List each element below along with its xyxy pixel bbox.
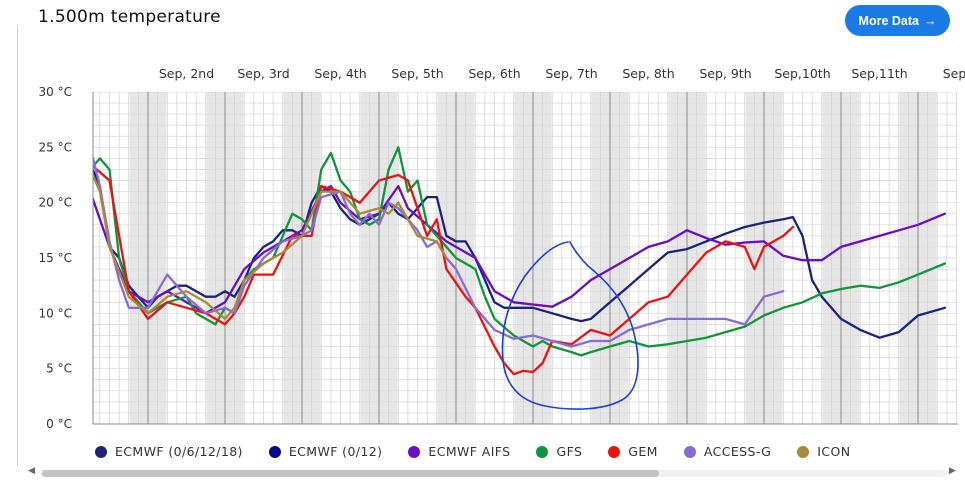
legend-label-access-g: ACCESS-G [703, 444, 772, 459]
x-day-label: Sep, 4th [314, 66, 366, 81]
x-day-label: Sep, 2nd [159, 66, 214, 81]
legend-dot-ecmwf-0-12 [268, 445, 281, 458]
plot-area [93, 92, 958, 424]
legend-label-gfs: GFS [556, 444, 583, 459]
legend-label-icon: ICON [817, 444, 851, 459]
legend-item-ecmwf-0-6-12-18[interactable]: ECMWF (0/6/12/18) [95, 444, 243, 459]
legend-label-ecmwf-0-6-12-18: ECMWF (0/6/12/18) [115, 444, 243, 459]
y-tick-label: 15 °C [39, 251, 72, 265]
y-tick-label: 25 °C [39, 140, 72, 154]
x-day-label: Sep, 8th [622, 66, 674, 81]
more-data-label: More Data [858, 13, 919, 28]
legend-dot-ecmwf-0-6-12-18 [95, 445, 107, 458]
y-tick-label: 10 °C [39, 306, 72, 320]
series-line [93, 172, 448, 321]
x-day-label: Sep, 9th [699, 66, 751, 81]
legend-dot-icon [797, 445, 810, 458]
series-line [93, 184, 947, 315]
legend-item-icon[interactable]: ICON [797, 444, 850, 459]
scroll-left-arrow-icon[interactable]: ◀ [28, 466, 35, 476]
temperature-chart: 0 °C 5 °C 10 °C 15 °C 20 °C 25 °C 30 °C Sep, 2n… [39, 66, 965, 431]
legend-item-access-g[interactable]: ACCESS-G [683, 444, 772, 459]
legend-dot-gfs [536, 445, 549, 458]
scrollbar-thumb[interactable] [42, 470, 659, 477]
y-tick-label: 5 °C [46, 362, 72, 376]
legend-label-ecmwf-0-12: ECMWF (0/12) [288, 444, 383, 459]
left-divider [17, 26, 18, 466]
legend-item-gem[interactable]: GEM [608, 444, 658, 459]
series-line [93, 146, 947, 357]
scroll-right-arrow-icon[interactable]: ▶ [949, 466, 956, 476]
hand-drawn-circle [501, 241, 639, 410]
x-day-label: Sep, 6th [468, 66, 520, 81]
legend-item-gfs[interactable]: GFS [536, 444, 582, 459]
y-tick-label: 30 °C [39, 85, 72, 99]
x-day-label: Sep, 5th [391, 66, 443, 81]
y-tick-label: 0 °C [46, 417, 72, 431]
x-day-label: Sep, 3rd [237, 66, 289, 81]
legend-dot-ecmwf-aifs [408, 445, 421, 458]
more-data-button[interactable]: More Data → [845, 5, 950, 36]
legend-item-ecmwf-0-12[interactable]: ECMWF (0/12) [268, 444, 383, 459]
horizontal-scrollbar[interactable]: ◀ ▶ [28, 466, 958, 480]
series-line [93, 153, 785, 348]
legend-dot-gem [608, 445, 621, 458]
x-day-label: Sep,10th [774, 66, 830, 81]
x-day-label: Sep,11th [851, 66, 907, 81]
arrow-right-icon: → [923, 13, 937, 28]
legend: ECMWF (0/6/12/18) ECMWF (0/12) ECMWF AIF… [95, 444, 877, 459]
series-line [93, 164, 795, 376]
legend-item-ecmwf-aifs[interactable]: ECMWF AIFS [408, 444, 510, 459]
legend-label-gem: GEM [628, 444, 658, 459]
legend-dot-access-g [683, 445, 696, 458]
x-day-label: Sep, [943, 66, 965, 81]
legend-label-ecmwf-aifs: ECMWF AIFS [428, 444, 511, 459]
page-title: 1.500m temperature [38, 7, 221, 27]
x-day-label: Sep, 7th [545, 66, 597, 81]
y-tick-label: 20 °C [39, 196, 72, 210]
